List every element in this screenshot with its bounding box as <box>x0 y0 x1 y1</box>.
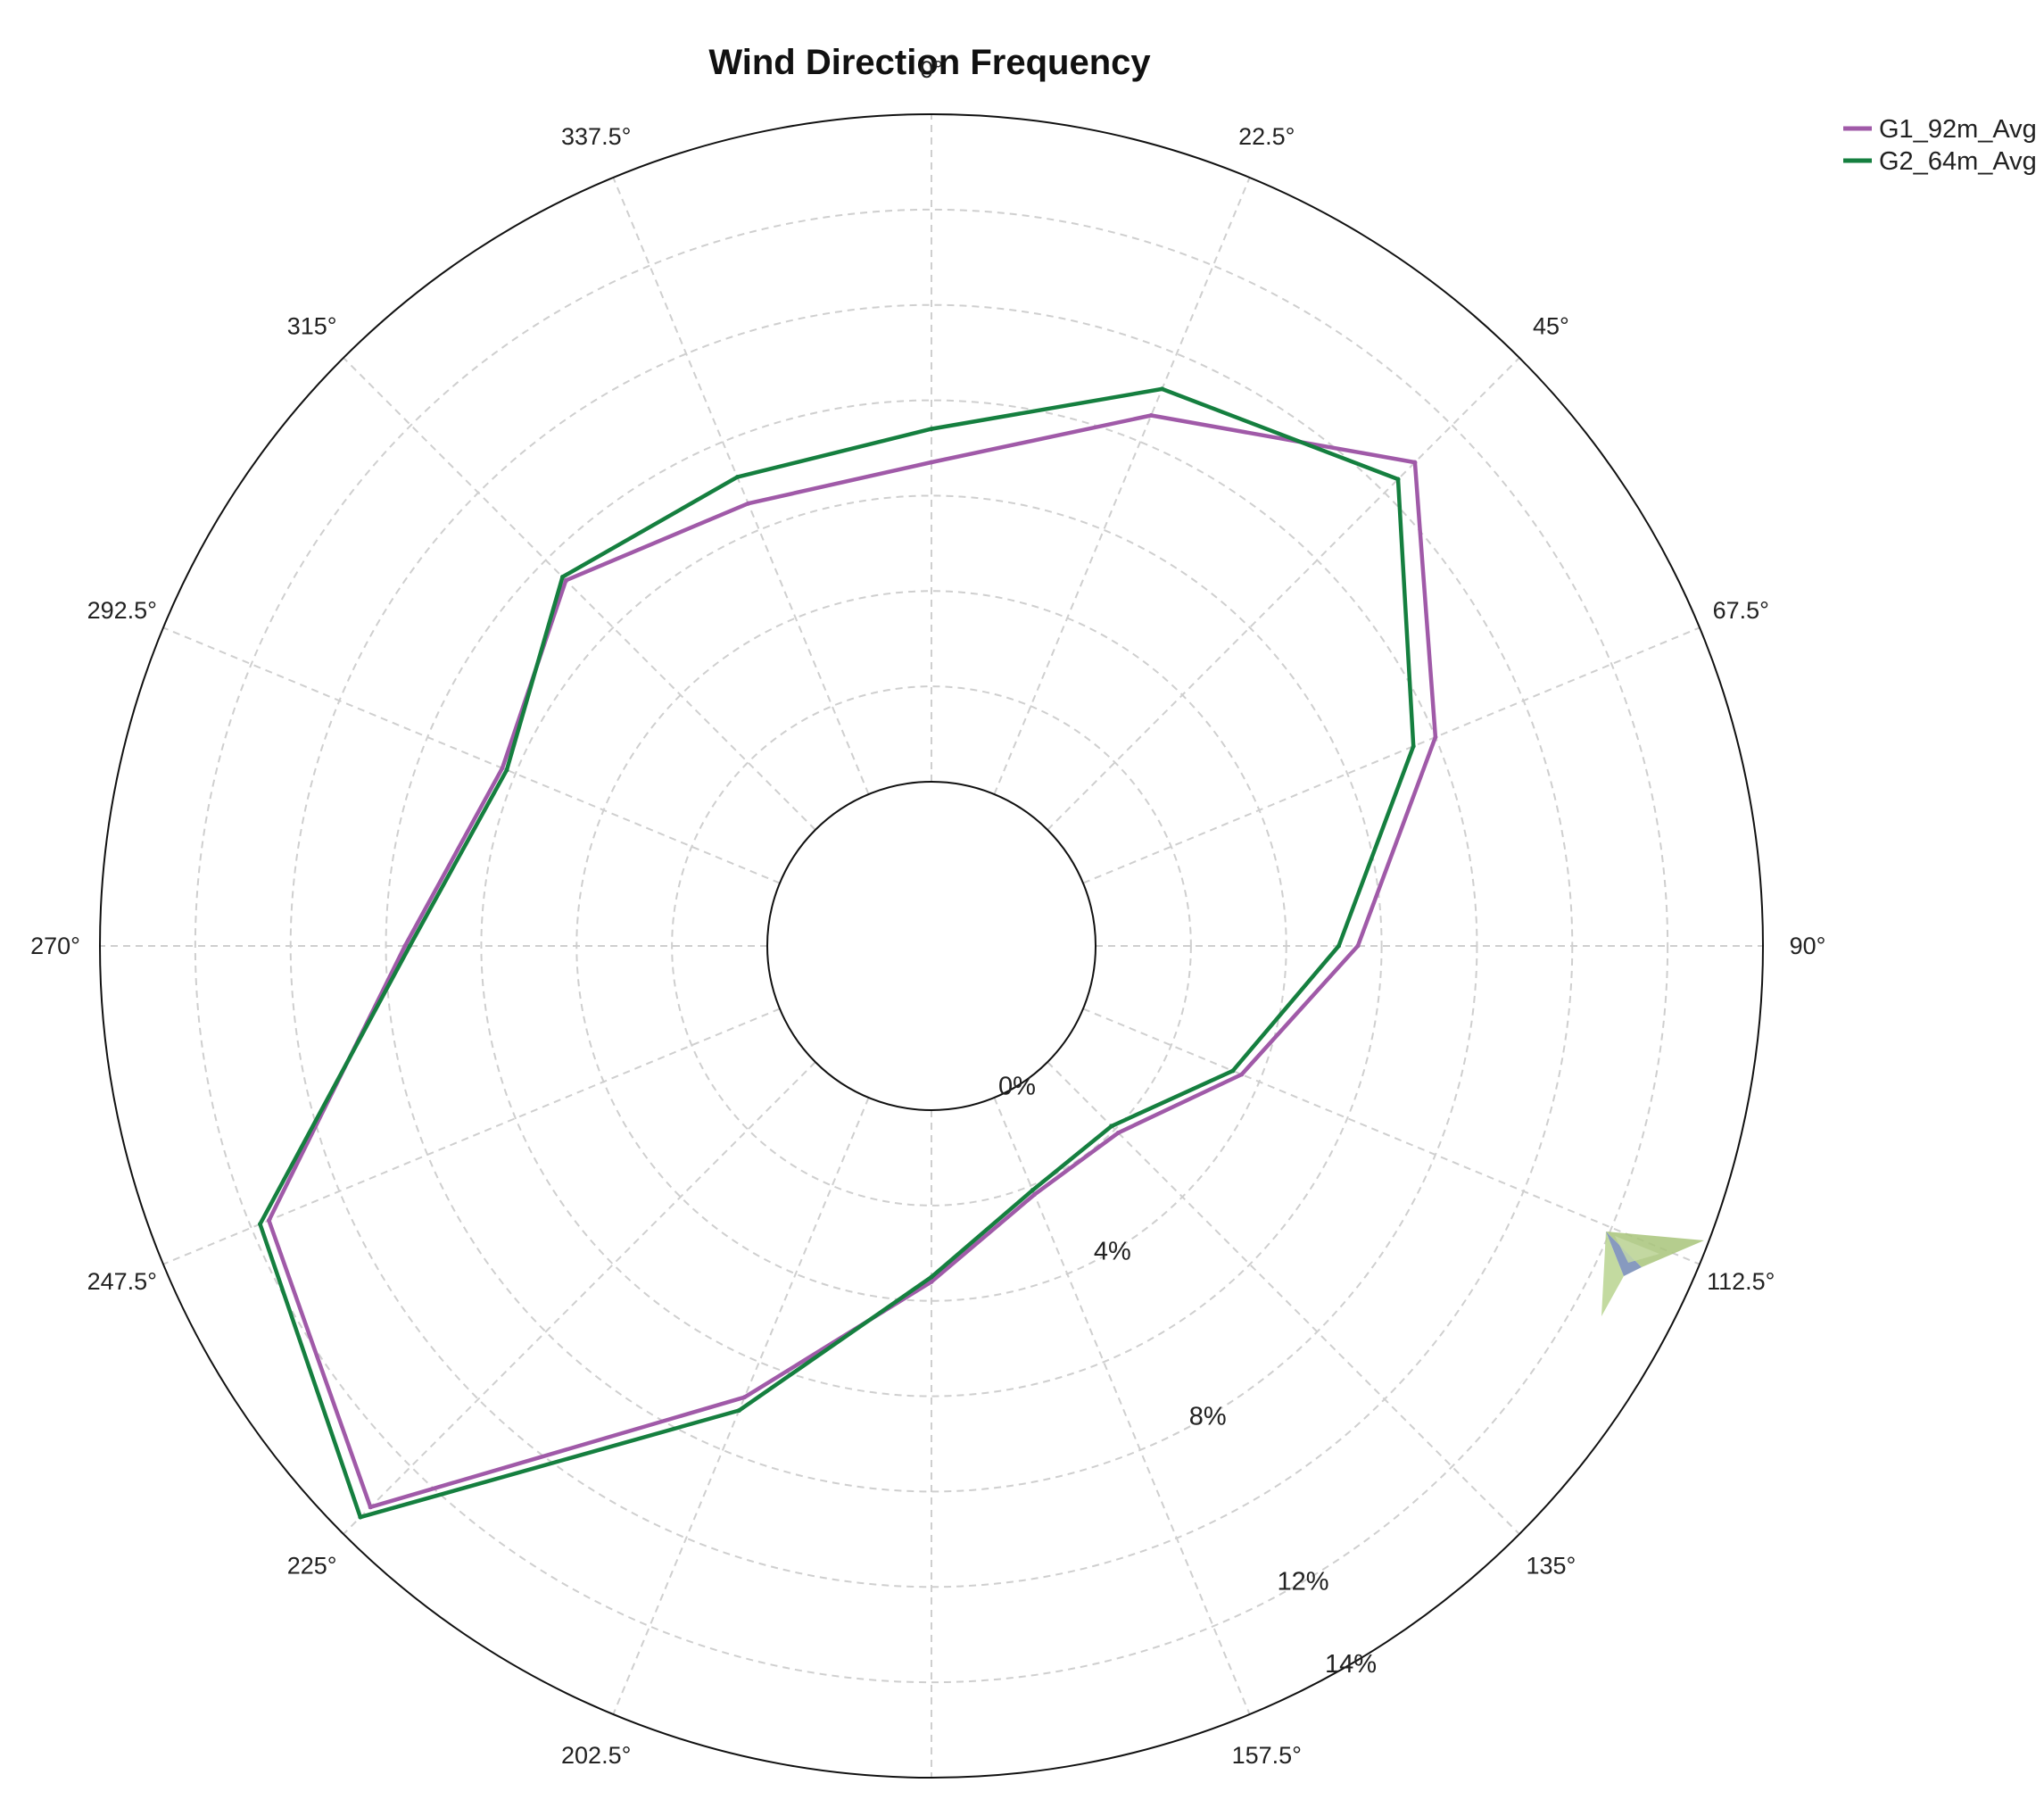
data-point-G2_64m_Avg-1 <box>1160 386 1165 392</box>
data-point-G2_64m_Avg-3 <box>1411 743 1416 749</box>
direction-labels: 0°22.5°45°67.5°90°112.5°135°157.5°180°20… <box>30 56 1826 1769</box>
data-point-G2_64m_Avg-12 <box>407 943 412 949</box>
data-point-G2_64m_Avg-2 <box>1395 477 1401 482</box>
data-point-G1_92m_Avg-1 <box>1148 412 1154 418</box>
data-point-G2_64m_Avg-4 <box>1336 943 1341 949</box>
radial-tick-labels: 0% 4% 8% 12% 14% <box>998 1072 1377 1679</box>
data-point-G2_64m_Avg-13 <box>504 767 509 773</box>
outer-circle <box>99 113 1764 1779</box>
data-point-G2_64m_Avg-8 <box>929 1274 934 1280</box>
grid-ring <box>671 685 1192 1207</box>
direction-label: 337.5° <box>561 123 631 150</box>
direction-label: 270° <box>30 933 80 959</box>
grid-spoke <box>993 1097 1251 1715</box>
data-point-G1_92m_Avg-10 <box>368 1505 373 1510</box>
grid-spoke <box>1047 1061 1520 1535</box>
grid-spoke <box>343 357 816 831</box>
data-point-G2_64m_Avg-14 <box>560 575 566 580</box>
direction-label: 90° <box>1790 933 1826 959</box>
legend-item-label: G1_92m_Avg <box>1879 115 2037 144</box>
chart-title: Wind Direction Frequency <box>708 43 1151 82</box>
direction-label: 22.5° <box>1238 123 1295 150</box>
grid-spoke <box>343 1061 816 1535</box>
data-point-G1_92m_Avg-0 <box>929 460 934 465</box>
grid-spoke <box>162 626 781 884</box>
data-point-G1_92m_Avg-6 <box>1115 1130 1121 1135</box>
data-point-G1_92m_Avg-3 <box>1433 734 1438 740</box>
grid-ring <box>289 303 1574 1588</box>
grid-spoke <box>1082 1008 1701 1265</box>
radial-tick-label: 0% <box>998 1072 1036 1100</box>
direction-label: 225° <box>287 1552 337 1579</box>
grid-spoke <box>162 1008 781 1265</box>
radial-tick-label: 12% <box>1278 1568 1329 1597</box>
data-point-G2_64m_Avg-15 <box>734 475 740 480</box>
data-point-G2_64m_Avg-10 <box>358 1514 363 1520</box>
grid-spoke <box>612 1097 870 1715</box>
data-point-G1_92m_Avg-14 <box>563 577 568 583</box>
grid-spoke <box>1082 626 1701 884</box>
direction-label: 112.5° <box>1707 1268 1775 1295</box>
legend[interactable]: G1_92m_Avg G2_64m_Avg <box>1843 115 2037 176</box>
data-point-G1_92m_Avg-7 <box>1031 1192 1037 1198</box>
grid-spoke <box>612 177 870 795</box>
grid-spoke <box>1047 357 1520 831</box>
direction-label: 67.5° <box>1713 597 1769 624</box>
series-lines <box>258 386 1438 1520</box>
grid-spoke <box>993 177 1251 795</box>
data-point-G1_92m_Avg-15 <box>746 501 751 506</box>
grid-ring <box>194 208 1669 1684</box>
legend-item-label: G2_64m_Avg <box>1879 147 2037 176</box>
direction-label: 315° <box>287 313 337 340</box>
direction-label: 45° <box>1533 313 1569 340</box>
data-point-G2_64m_Avg-9 <box>736 1407 741 1413</box>
data-point-G1_92m_Avg-9 <box>742 1395 748 1400</box>
data-point-G2_64m_Avg-11 <box>258 1222 263 1227</box>
radial-tick-label: 4% <box>1094 1237 1131 1265</box>
direction-label: 135° <box>1526 1552 1576 1579</box>
radial-tick-label: 8% <box>1189 1402 1227 1431</box>
data-point-G2_64m_Avg-6 <box>1109 1124 1114 1129</box>
data-point-G2_64m_Avg-5 <box>1230 1068 1236 1074</box>
data-point-G1_92m_Avg-4 <box>1355 943 1361 949</box>
inner-circle <box>766 781 1096 1111</box>
data-point-G1_92m_Avg-11 <box>266 1218 271 1223</box>
data-point-G1_92m_Avg-5 <box>1239 1072 1245 1077</box>
wind-logo-icon <box>1601 1232 1704 1316</box>
data-point-G1_92m_Avg-13 <box>500 766 505 771</box>
direction-label: 202.5° <box>561 1742 631 1769</box>
data-point-G1_92m_Avg-12 <box>402 943 408 949</box>
data-point-G2_64m_Avg-7 <box>1030 1188 1035 1193</box>
data-point-G1_92m_Avg-8 <box>929 1279 934 1284</box>
series-line-G1_92m_Avg <box>267 413 1438 1510</box>
radial-tick-label: 14% <box>1325 1650 1377 1679</box>
grid-ring <box>480 494 1383 1397</box>
data-point-G1_92m_Avg-2 <box>1412 460 1418 465</box>
polar-grid <box>99 113 1764 1779</box>
direction-label: 0° <box>920 56 943 83</box>
direction-label: 157.5° <box>1232 1742 1302 1769</box>
data-point-G2_64m_Avg-0 <box>929 427 934 432</box>
direction-label: 247.5° <box>87 1268 157 1295</box>
direction-label: 292.5° <box>87 597 157 624</box>
